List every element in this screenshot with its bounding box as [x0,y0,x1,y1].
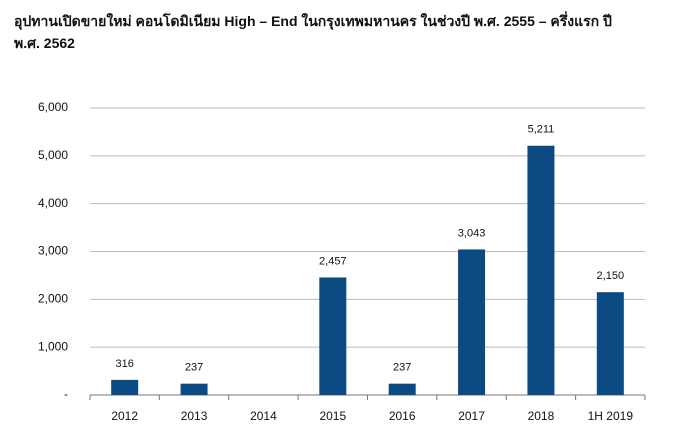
x-tick-label: 2018 [528,409,555,423]
value-label: 237 [185,362,203,374]
value-label: 3,043 [458,227,486,239]
y-tick-label: 3,000 [38,244,68,258]
y-tick-label: 5,000 [38,148,68,162]
value-label: 2,457 [319,255,347,267]
x-tick-label: 2015 [319,409,346,423]
bar [180,383,208,395]
x-tick-label: 2013 [181,409,208,423]
value-label: 316 [116,358,134,370]
y-tick-label: 6,000 [38,100,68,114]
value-label: 5,211 [528,124,555,136]
y-tick-label: - [64,387,68,401]
y-tick-label: 2,000 [38,292,68,306]
x-tick-label: 1H 2019 [588,409,634,423]
value-label: 2,150 [597,270,625,282]
bar [388,383,416,395]
chart-title: อุปทานเปิดขายใหม่ คอนโดมิเนียม High – En… [14,13,612,51]
x-tick-label: 2012 [111,409,138,423]
value-label: 237 [393,362,411,374]
bar [527,145,555,395]
bar [596,292,624,395]
x-tick-label: 2014 [250,409,277,423]
x-tick-label: 2017 [458,409,485,423]
bar [458,249,486,395]
bar [319,277,347,395]
bar [111,379,139,395]
y-tick-label: 4,000 [38,196,68,210]
x-tick-label: 2016 [389,409,416,423]
y-tick-label: 1,000 [38,339,68,353]
